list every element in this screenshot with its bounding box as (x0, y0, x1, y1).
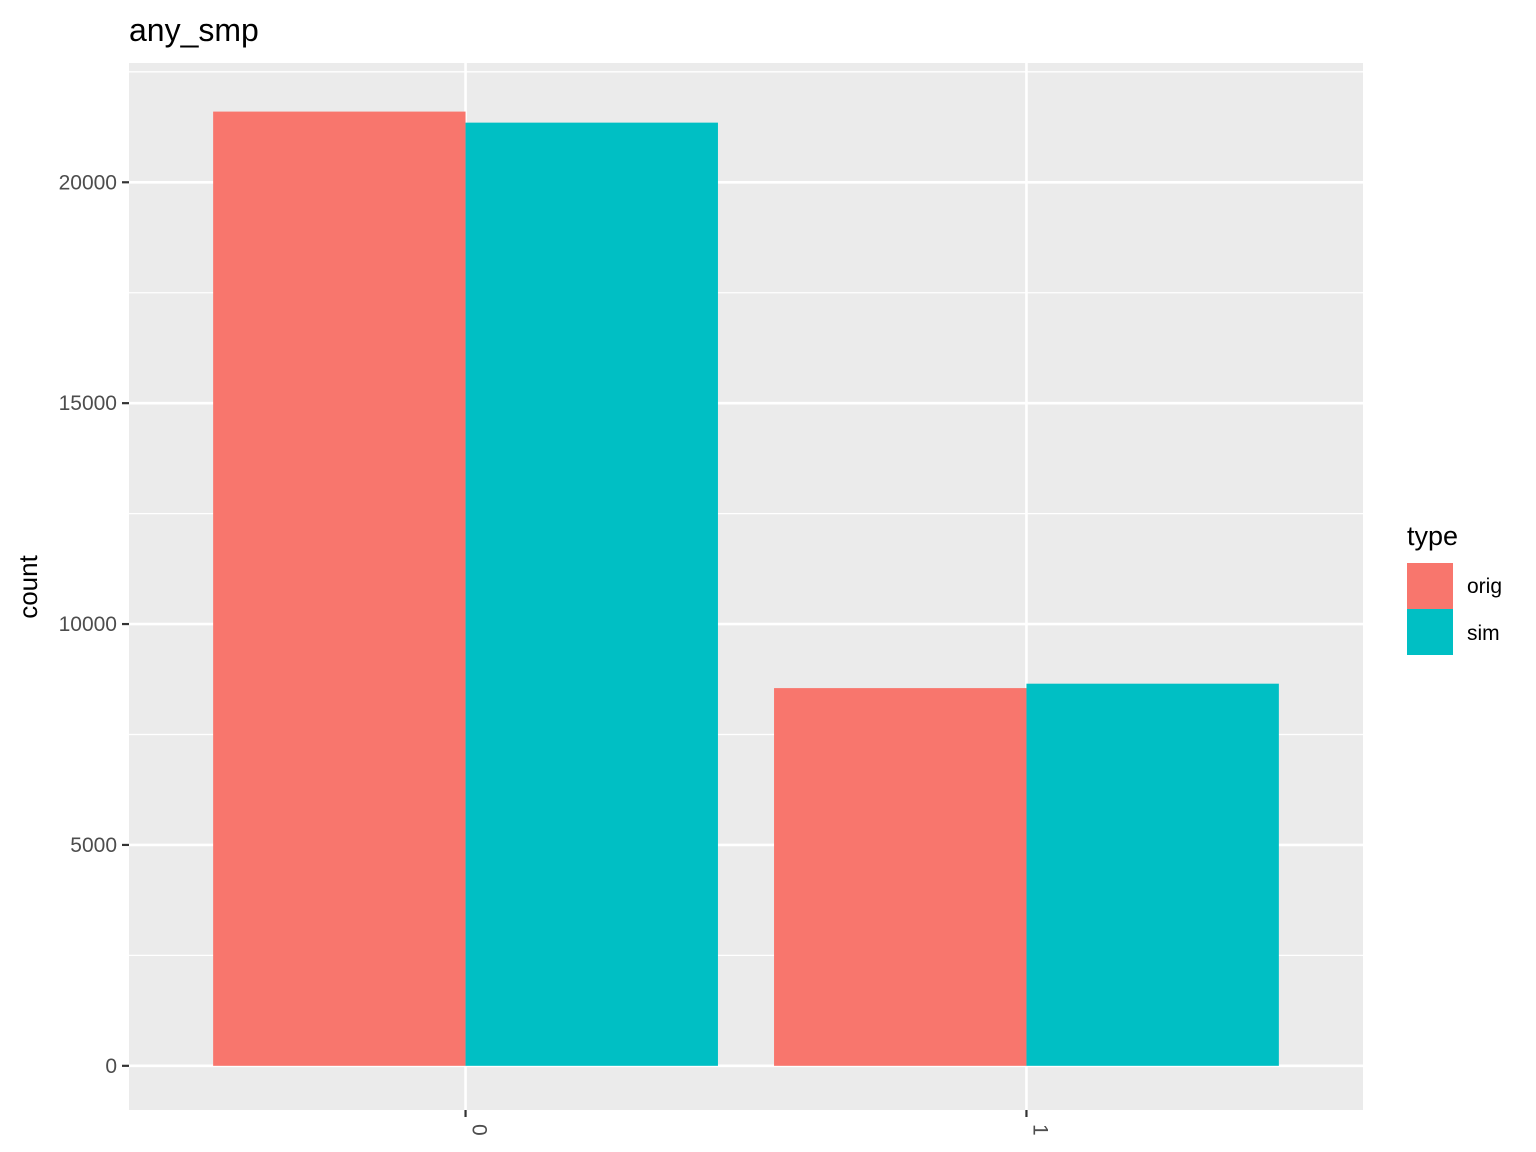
bars (213, 111, 1279, 1066)
legend-label-orig: orig (1467, 575, 1502, 598)
x-tick-label: 1 (1028, 1124, 1051, 1136)
legend-label-sim: sim (1467, 622, 1500, 645)
bar-orig-0 (213, 111, 466, 1066)
y-tick-label: 15000 (59, 392, 117, 415)
y-axis: 0 5000 10000 15000 20000 (59, 171, 129, 1078)
legend-title: type (1407, 521, 1458, 551)
y-tick-label: 20000 (59, 171, 117, 194)
y-tick-label: 5000 (70, 834, 117, 857)
y-axis-title: count (13, 554, 43, 618)
chart-title: any_smp (129, 12, 259, 48)
y-tick-label: 0 (105, 1055, 117, 1078)
x-tick-label: 0 (468, 1124, 491, 1136)
legend-key-sim (1407, 609, 1453, 655)
y-tick-label: 10000 (59, 613, 117, 636)
legend-key-orig (1407, 563, 1453, 609)
legend: type orig sim (1407, 521, 1502, 655)
bar-sim-0 (465, 122, 718, 1066)
bar-orig-1 (774, 688, 1027, 1066)
bar-sim-1 (1026, 683, 1279, 1066)
